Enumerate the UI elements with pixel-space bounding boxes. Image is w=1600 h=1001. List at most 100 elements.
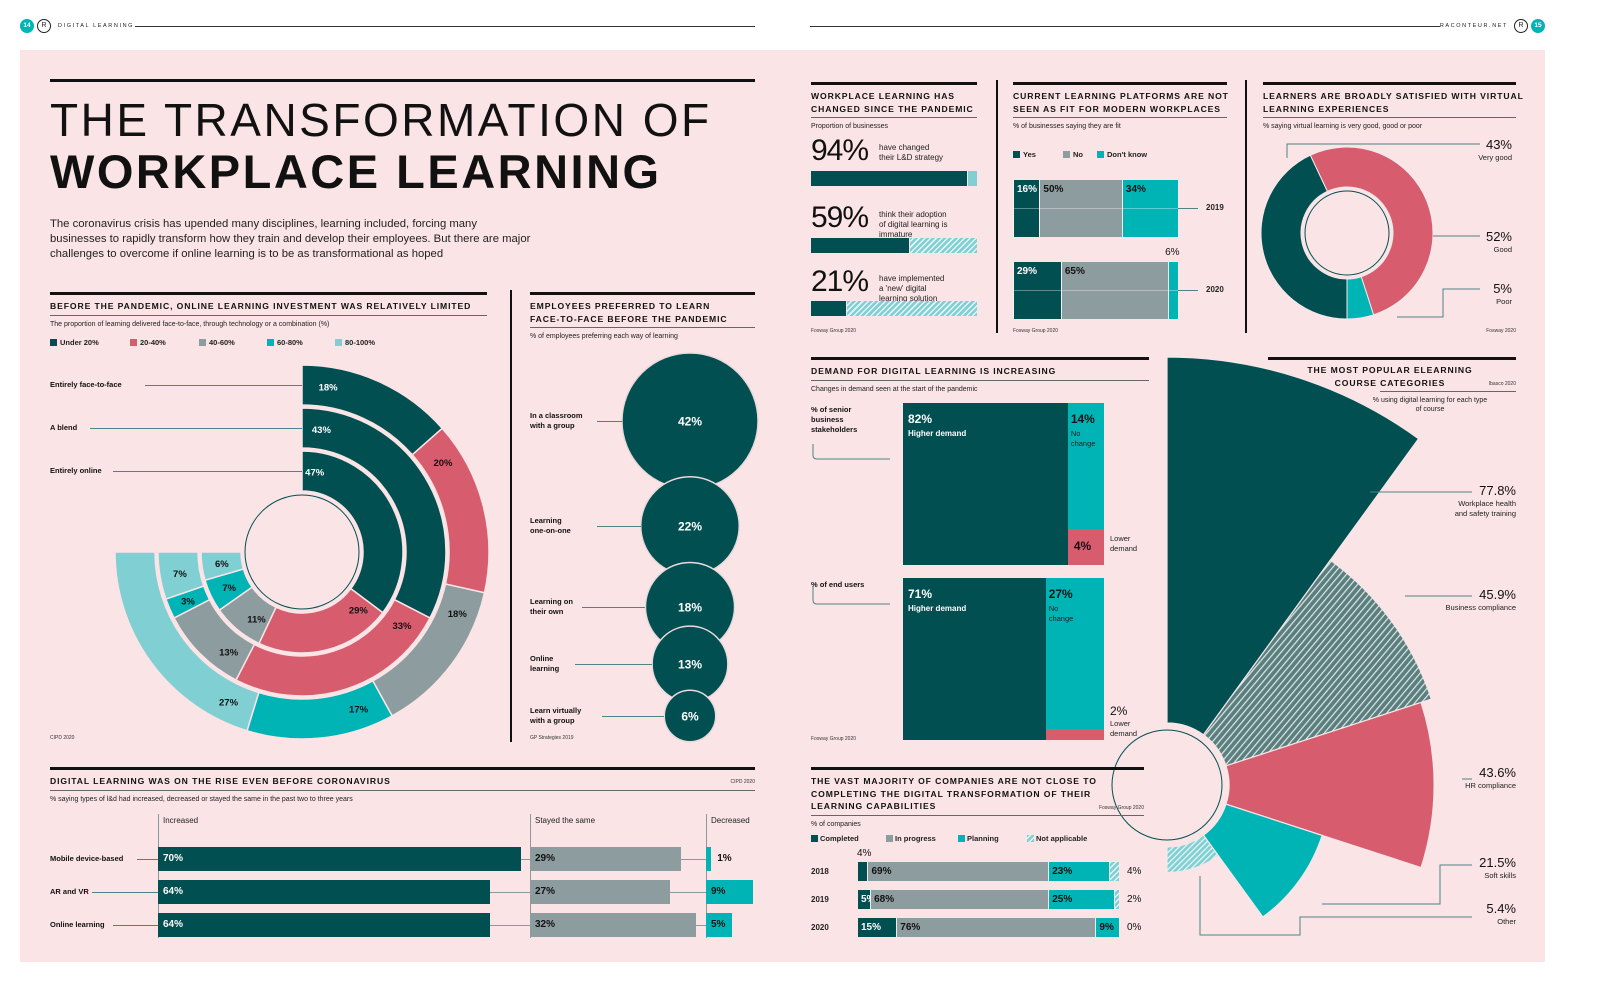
stacked-bar-segment: [897, 918, 1097, 937]
legend-swatch: [1027, 835, 1034, 842]
segment-value-label: 9%: [1099, 922, 1114, 933]
polar-hole-outline: [1111, 729, 1223, 841]
segment-value-label: 2%: [1127, 894, 1142, 905]
bar-split-line: [1013, 208, 1178, 209]
donut-segment: [1309, 146, 1434, 316]
category-label: In a classroom with a group: [530, 411, 583, 430]
polar-value-label: 5.4%: [1486, 901, 1516, 916]
stacked-bar-segment: [1096, 918, 1120, 937]
bar: [158, 913, 491, 937]
donut-value-label: 43%: [1485, 137, 1512, 152]
bar: [530, 913, 697, 937]
legend-swatch: [335, 339, 342, 346]
bar: [158, 847, 522, 871]
higher-demand-label: Higher demand: [908, 429, 967, 438]
column-axis: [530, 814, 531, 938]
ring-segment: [200, 551, 245, 582]
stacked-bar-segment: [1039, 180, 1122, 237]
title-underline: [811, 815, 1144, 816]
polar-wedge: [1166, 356, 1420, 736]
big-percentage: 59%: [811, 201, 869, 234]
section-rule: [50, 292, 487, 295]
category-label: A blend: [50, 423, 78, 432]
bar-remainder: [846, 301, 977, 316]
category-label: Online learning: [530, 654, 560, 673]
bar-filled: [811, 238, 909, 253]
chart-subtitle: % of employees preferring each way of le…: [530, 333, 678, 340]
legend-label: Not applicable: [1036, 834, 1088, 843]
no-change-block: [1067, 403, 1104, 529]
chart-subtitle: The proportion of learning delivered fac…: [50, 321, 330, 328]
legend-swatch: [958, 835, 965, 842]
segment-value-label: 0%: [1127, 922, 1142, 933]
stacked-bar-segment: [1013, 262, 1061, 319]
category-label: Learn virtually with a group: [530, 706, 582, 725]
leader-line: [812, 586, 890, 605]
chart-title: LEARNERS ARE BROADLY SATISFIED WITH VIRT…: [1263, 91, 1524, 114]
segment-value-label: 5%: [861, 894, 876, 905]
section-rule: [50, 767, 755, 770]
leader-line: [812, 444, 890, 460]
leader-line: [1286, 143, 1480, 158]
legend-label: Planning: [967, 834, 999, 843]
segment-value-label: 43%: [312, 425, 332, 436]
segment-value-label: 25%: [1052, 894, 1073, 905]
leader-line: [597, 526, 641, 527]
column-divider: [1245, 80, 1247, 333]
bar-value-label: 5%: [711, 919, 726, 930]
no-change-block: [1045, 578, 1104, 729]
stacked-bar-segment: [858, 918, 898, 937]
bar: [158, 880, 491, 904]
connector-line: [696, 925, 706, 926]
stacked-bar-segment: [1168, 262, 1178, 319]
chart-subtitle: % saying types of l&d had increased, dec…: [50, 796, 353, 803]
column-axis: [158, 814, 159, 938]
stacked-bar-segment: [1109, 862, 1120, 881]
stacked-bar-segment: [1013, 180, 1040, 237]
inner-ring-outline: [244, 494, 360, 610]
legend-label: Yes: [1023, 150, 1036, 159]
polar-category-label: Other: [1497, 917, 1516, 926]
bar-remainder: [909, 238, 977, 253]
stacked-bar-segment: [858, 890, 872, 909]
category-label: Learning one-on-one: [530, 516, 571, 535]
chart-title: EMPLOYEES PREFERRED TO LEARN FACE-TO-FAC…: [530, 301, 728, 324]
segment-value-label: 18%: [319, 383, 339, 394]
stacked-bar-segment: [1049, 890, 1115, 909]
section-rule: [530, 292, 755, 295]
bar: [706, 880, 753, 904]
polar-category-label: Business compliance: [1445, 603, 1516, 612]
segment-value-label: 29%: [349, 606, 369, 617]
section-rule: [811, 767, 1144, 770]
segment-value-label: 20%: [433, 458, 453, 469]
bar-value-label: 70%: [163, 853, 184, 864]
column-axis: [706, 814, 707, 938]
stat-label: have implemented a 'new' digital learnin…: [879, 274, 945, 303]
bar-filled: [811, 301, 846, 316]
polar-wedge: [1202, 803, 1323, 918]
legend-label: Completed: [820, 834, 859, 843]
site-name: RACONTEUR.NET: [1439, 23, 1508, 29]
source-label: Fosway 2020: [1486, 328, 1516, 334]
polar-value-label: 45.9%: [1479, 587, 1516, 602]
title-underline: [1380, 391, 1516, 392]
big-percentage: 94%: [811, 134, 869, 167]
legend-label: 60-80%: [277, 338, 303, 347]
raconteur-logo-icon: R: [1514, 19, 1528, 33]
segment-value-label: 27%: [219, 697, 239, 708]
section-rule: [1263, 82, 1516, 85]
lower-demand-value: 4%: [1073, 539, 1092, 553]
segment-value-label: 16%: [1017, 184, 1038, 195]
no-change-label: No change: [1048, 604, 1074, 623]
bubble-value-label: 22%: [678, 520, 702, 534]
chart-subtitle: Proportion of businesses: [811, 123, 889, 130]
leader-line: [92, 892, 158, 893]
chart-title: DIGITAL LEARNING WAS ON THE RISE EVEN BE…: [50, 776, 391, 786]
polar-category-label: Soft skills: [1484, 871, 1516, 880]
category-label: % of end users: [811, 580, 865, 589]
bubble-value-label: 18%: [678, 601, 702, 615]
legend-label: 40-60%: [209, 338, 235, 347]
donut-category-label: Poor: [1496, 297, 1512, 306]
connector-line: [521, 859, 530, 860]
column-header: Stayed the same: [535, 816, 596, 825]
